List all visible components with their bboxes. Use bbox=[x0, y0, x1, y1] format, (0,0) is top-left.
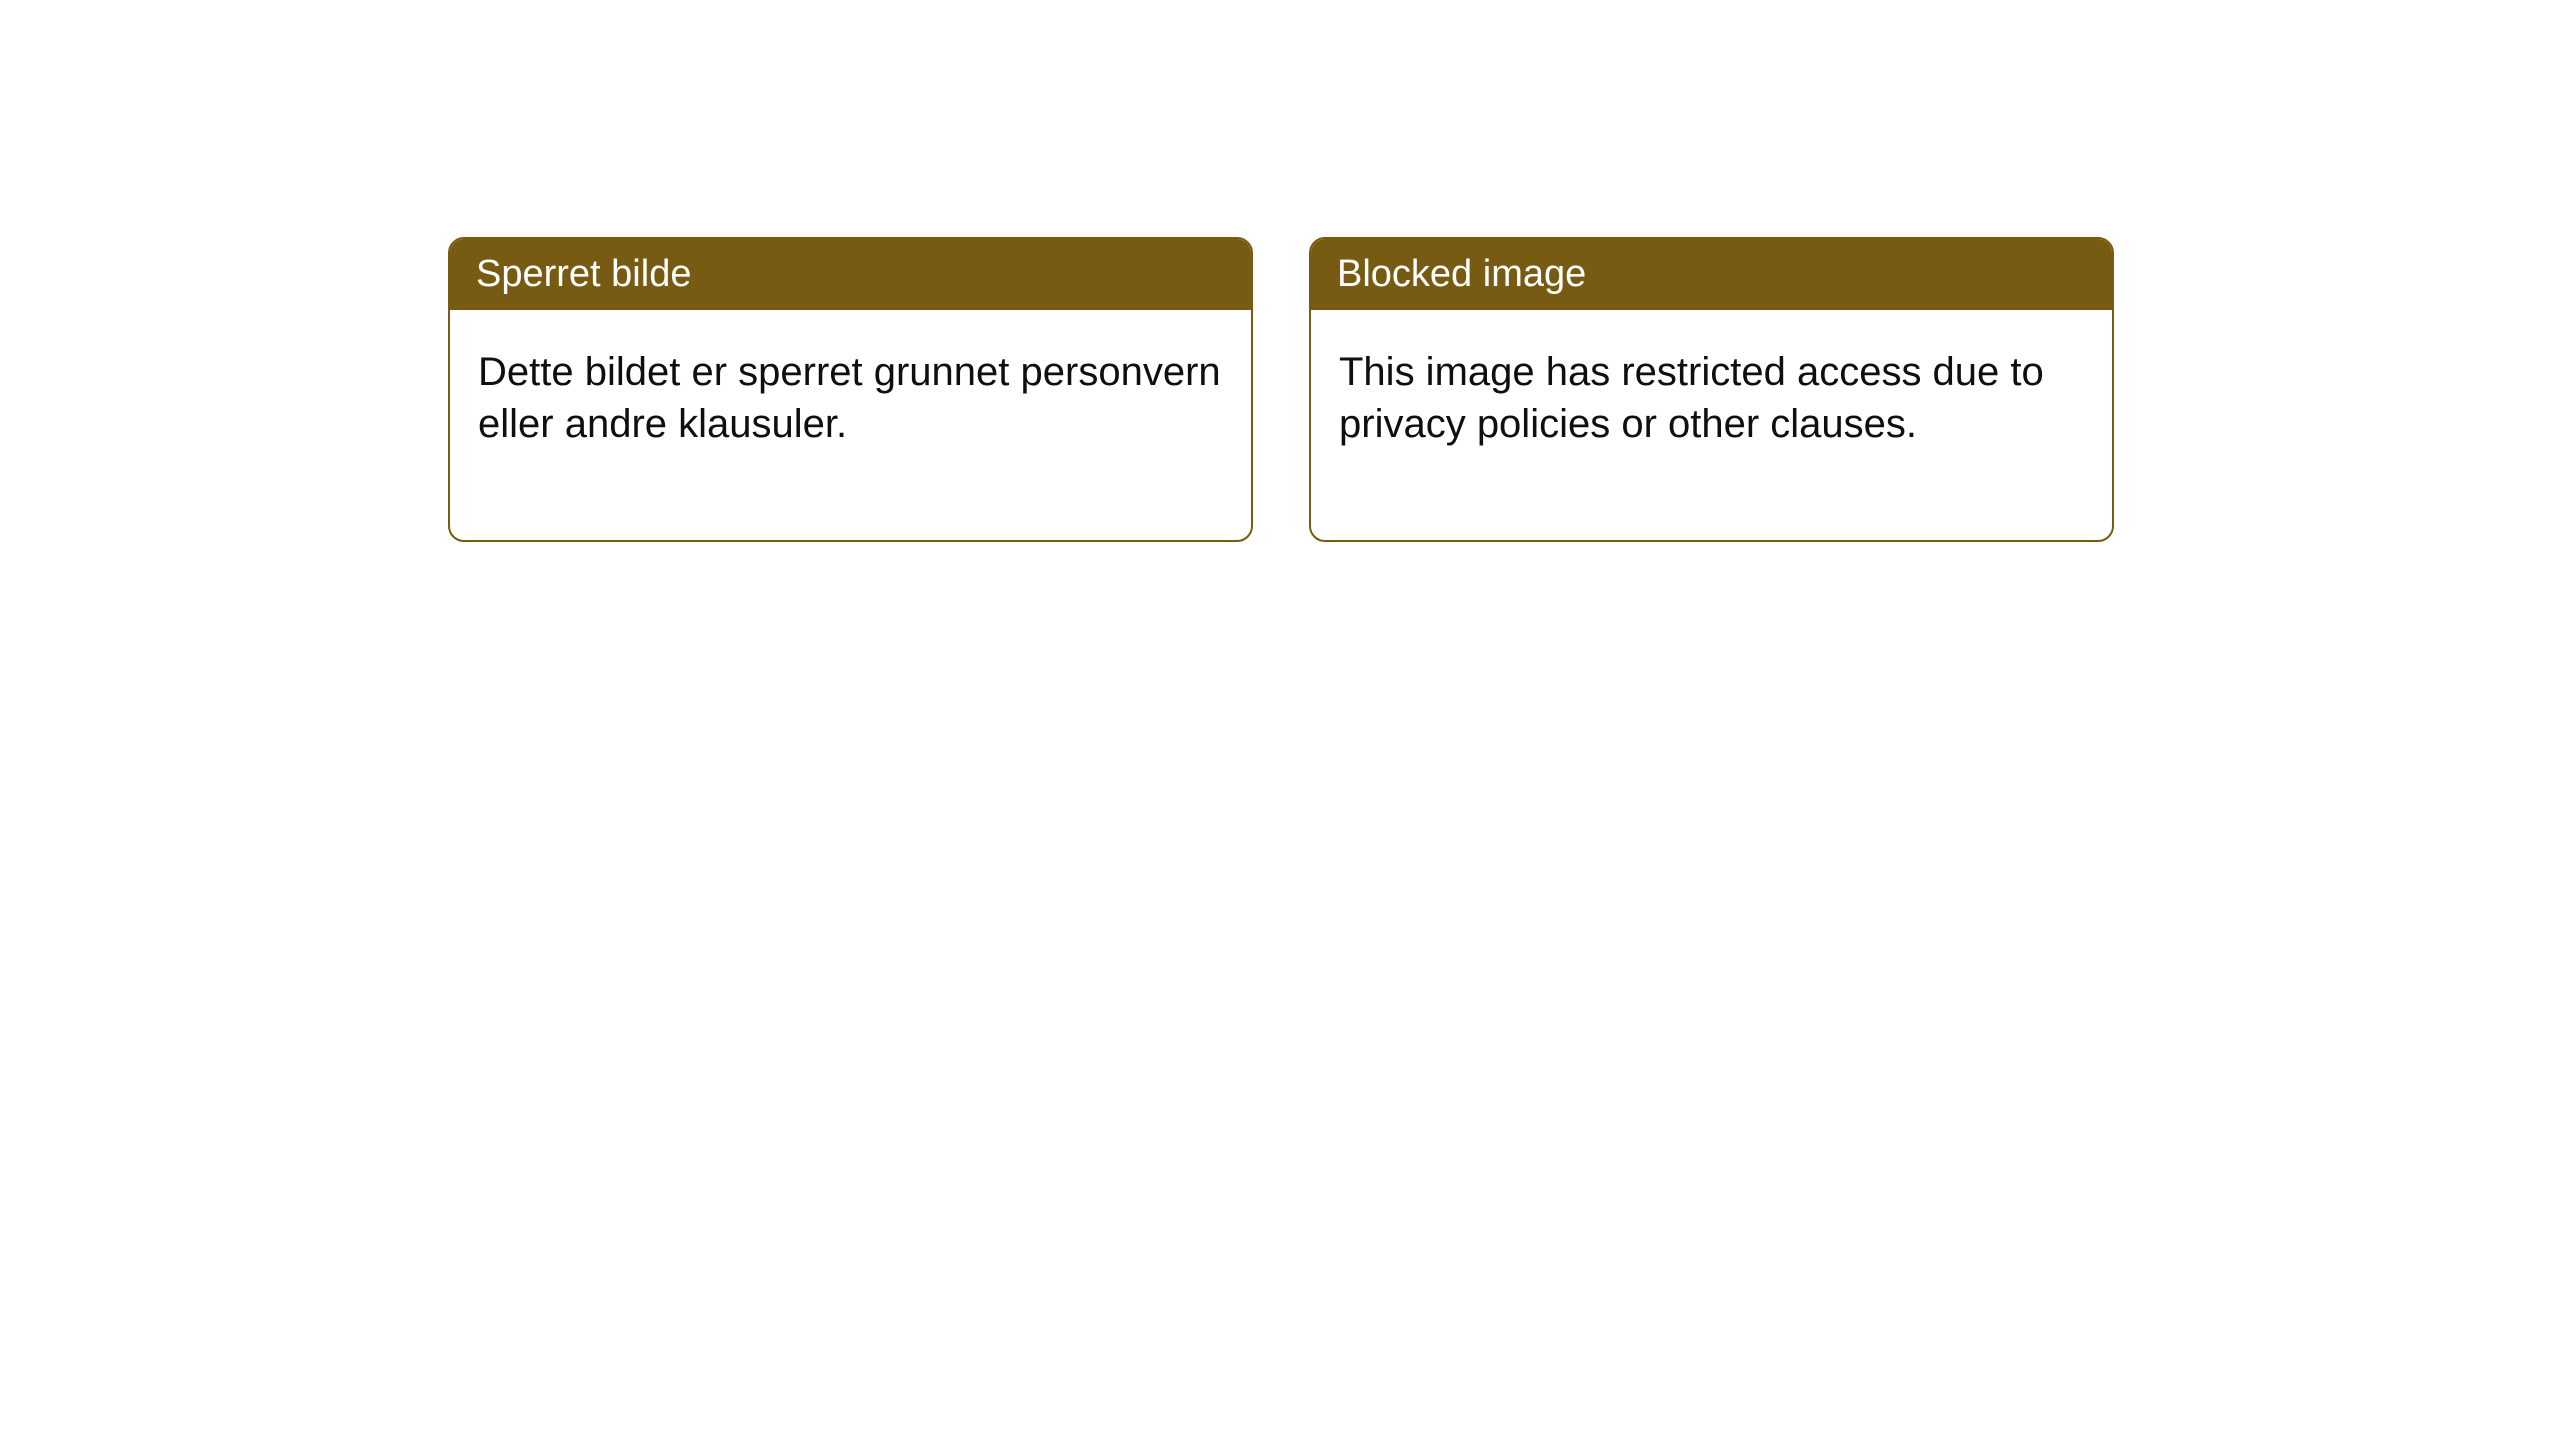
notice-card-norwegian: Sperret bilde Dette bildet er sperret gr… bbox=[448, 237, 1253, 542]
notice-body-norwegian: Dette bildet er sperret grunnet personve… bbox=[450, 310, 1251, 540]
notice-title-english: Blocked image bbox=[1311, 239, 2112, 310]
notice-body-english: This image has restricted access due to … bbox=[1311, 310, 2112, 540]
notice-title-norwegian: Sperret bilde bbox=[450, 239, 1251, 310]
notice-card-english: Blocked image This image has restricted … bbox=[1309, 237, 2114, 542]
notice-container: Sperret bilde Dette bildet er sperret gr… bbox=[0, 0, 2560, 542]
